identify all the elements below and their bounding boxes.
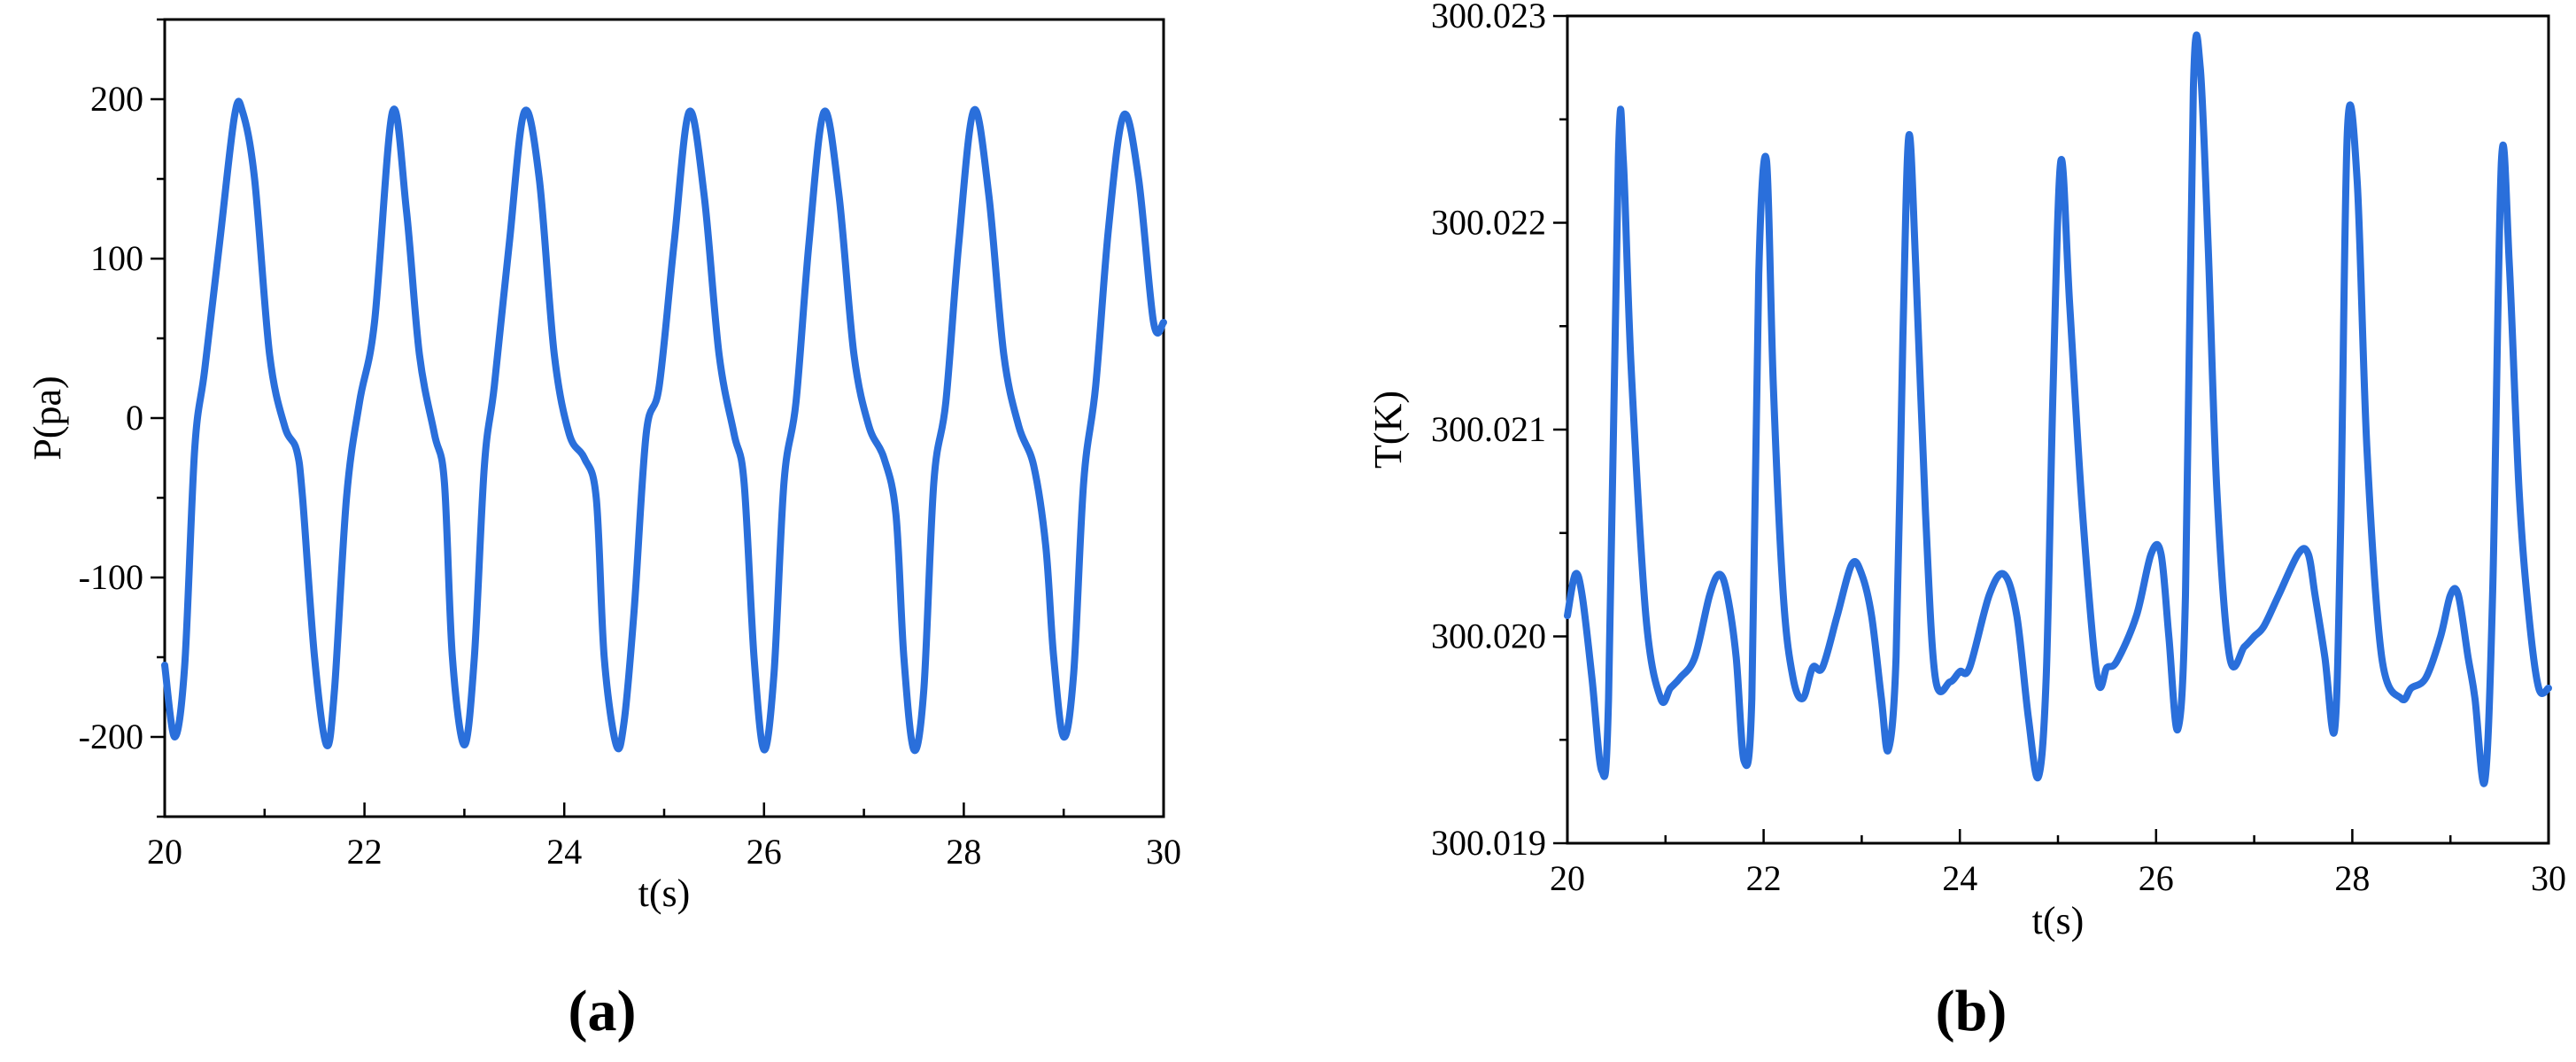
x-tick-label-b: 22	[1746, 858, 1782, 898]
series-line-b	[1564, 31, 2552, 787]
y-tick-label-b: 300.019	[1431, 823, 1546, 863]
y-tick-label-b: 300.021	[1431, 409, 1546, 449]
panel-label-b: (b)	[1936, 979, 2007, 1043]
y-tick-label-a: 200	[90, 79, 143, 119]
x-tick-label-b: 20	[1550, 858, 1585, 898]
y-tick-label-a: -200	[79, 717, 143, 756]
x-tick-label-b: 28	[2334, 858, 2370, 898]
x-tick-label-a: 26	[746, 832, 782, 872]
x-tick-label-a: 30	[1146, 832, 1181, 872]
series-line-a	[161, 97, 1167, 755]
x-tick-label-a: 24	[546, 832, 582, 872]
x-tick-label-b: 26	[2139, 858, 2174, 898]
panel-label-a: (a)	[569, 979, 637, 1043]
plot-frame-b	[1566, 14, 2550, 845]
x-tick-labels-a: 20 22 24 26 28 30	[147, 832, 1181, 872]
x-tick-labels-b: 20 22 24 26 28 30	[1550, 858, 2566, 898]
x-tick-label-b: 24	[1942, 858, 1977, 898]
x-tick-label-a: 20	[147, 832, 182, 872]
chart-panel-b: 20 22 24 26 28 30 300.019 300.020 300.021 300.02…	[1366, 0, 2566, 1043]
y-tick-label-b: 300.020	[1431, 616, 1546, 656]
x-tick-label-b: 30	[2531, 858, 2566, 898]
y-tick-label-b: 300.023	[1431, 0, 1546, 35]
y-tick-label-a: 0	[126, 398, 143, 438]
tick-marks-a	[151, 18, 1165, 818]
y-axis-title-a: P(pa)	[26, 376, 69, 460]
x-tick-label-a: 28	[946, 832, 981, 872]
y-tick-labels-b: 300.019 300.020 300.021 300.022 300.023	[1431, 0, 1546, 863]
y-axis-title-b: T(K)	[1366, 391, 1410, 469]
tick-marks-b	[1553, 14, 2550, 845]
y-tick-labels-a: -200 -100 0 100 200	[79, 79, 143, 756]
x-axis-title-b: t(s)	[2032, 899, 2085, 942]
x-tick-label-a: 22	[347, 832, 383, 872]
y-tick-label-b: 300.022	[1431, 203, 1546, 243]
y-tick-label-a: 100	[90, 238, 143, 278]
y-tick-label-a: -100	[79, 557, 143, 597]
x-axis-title-a: t(s)	[638, 872, 691, 915]
